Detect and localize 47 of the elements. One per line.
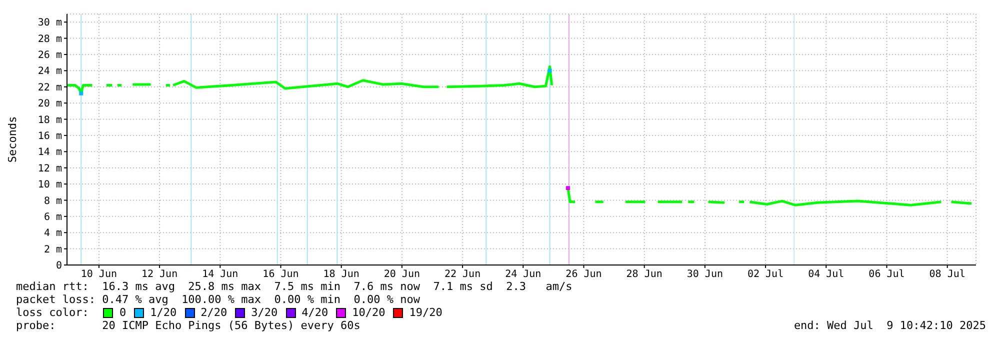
y-tick-label: 28 m — [38, 34, 62, 45]
x-tick-label: 18 Jun — [323, 269, 360, 280]
x-tick-label: 12 Jun — [141, 269, 178, 280]
y-tick-label: 10 m — [38, 180, 62, 191]
y-tick-label: 22 m — [38, 82, 62, 94]
point — [548, 68, 552, 73]
point — [566, 186, 570, 190]
legend-label: 0 — [119, 306, 126, 319]
y-tick-label: 20 m — [38, 98, 62, 110]
x-tick-label: 02 Jul — [747, 269, 784, 280]
legend-label: 19/20 — [409, 306, 442, 319]
x-tick-label: 28 Jun — [626, 269, 662, 280]
x-tick-label: 16 Jun — [262, 269, 299, 280]
y-tick-label: 30 m — [38, 18, 62, 29]
legend-label: 2/20 — [200, 306, 228, 319]
y-tick-label: 12 m — [38, 163, 62, 174]
x-tick-label: 10 Jun — [80, 269, 118, 280]
y-tick-label: 14 m — [38, 147, 62, 158]
y-tick-label: 26 m — [38, 50, 62, 62]
x-tick-label: 14 Jun — [202, 269, 238, 280]
text: packet loss: 0.47 % avg 100.00 % max 0.00 % min 0.00 % now — [16, 293, 421, 306]
y-tick-label: 6 m — [44, 212, 62, 223]
x-tick-label: 08 Jul — [929, 269, 966, 280]
y-tick-label: 24 m — [38, 66, 62, 78]
text: probe: 20 ICMP Echo Pings (56 Bytes) every 60s — [16, 319, 360, 332]
legend-label: 1/20 — [150, 306, 177, 319]
x-tick-label: 04 Jul — [808, 269, 844, 280]
x-tick-label: 26 Jun — [566, 269, 602, 280]
y-tick-label: 16 m — [38, 131, 62, 142]
x-tick-label: 30 Jun — [686, 269, 724, 280]
point — [79, 91, 84, 96]
legend-title: loss color: — [16, 306, 90, 319]
x-tick-label: 20 Jun — [384, 269, 420, 280]
y-tick-label: 2 m — [44, 244, 62, 256]
text: median rtt: 16.3 ms avg 25.8 ms max 7.5 ms min 7.6 ms now 7.1 ms sd 2.3 am/s — [16, 280, 574, 293]
legend-label: 3/20 — [251, 306, 278, 319]
legend-label: 4/20 — [302, 306, 328, 319]
y-tick-label: 8 m — [44, 196, 62, 207]
x-tick-label: 24 Jun — [505, 269, 542, 280]
text: end: Wed Jul 9 10:42:10 2025 — [794, 319, 986, 332]
y-tick-label: 4 m — [44, 228, 62, 240]
y-axis-title: Seconds — [6, 116, 19, 163]
legend-label: 10/20 — [352, 306, 386, 319]
x-tick-label: 22 Jun — [444, 269, 481, 280]
y-tick-label: 18 m — [38, 114, 62, 126]
y-tick-label: 0 — [56, 260, 62, 272]
x-tick-label: 06 Jul — [868, 269, 905, 280]
